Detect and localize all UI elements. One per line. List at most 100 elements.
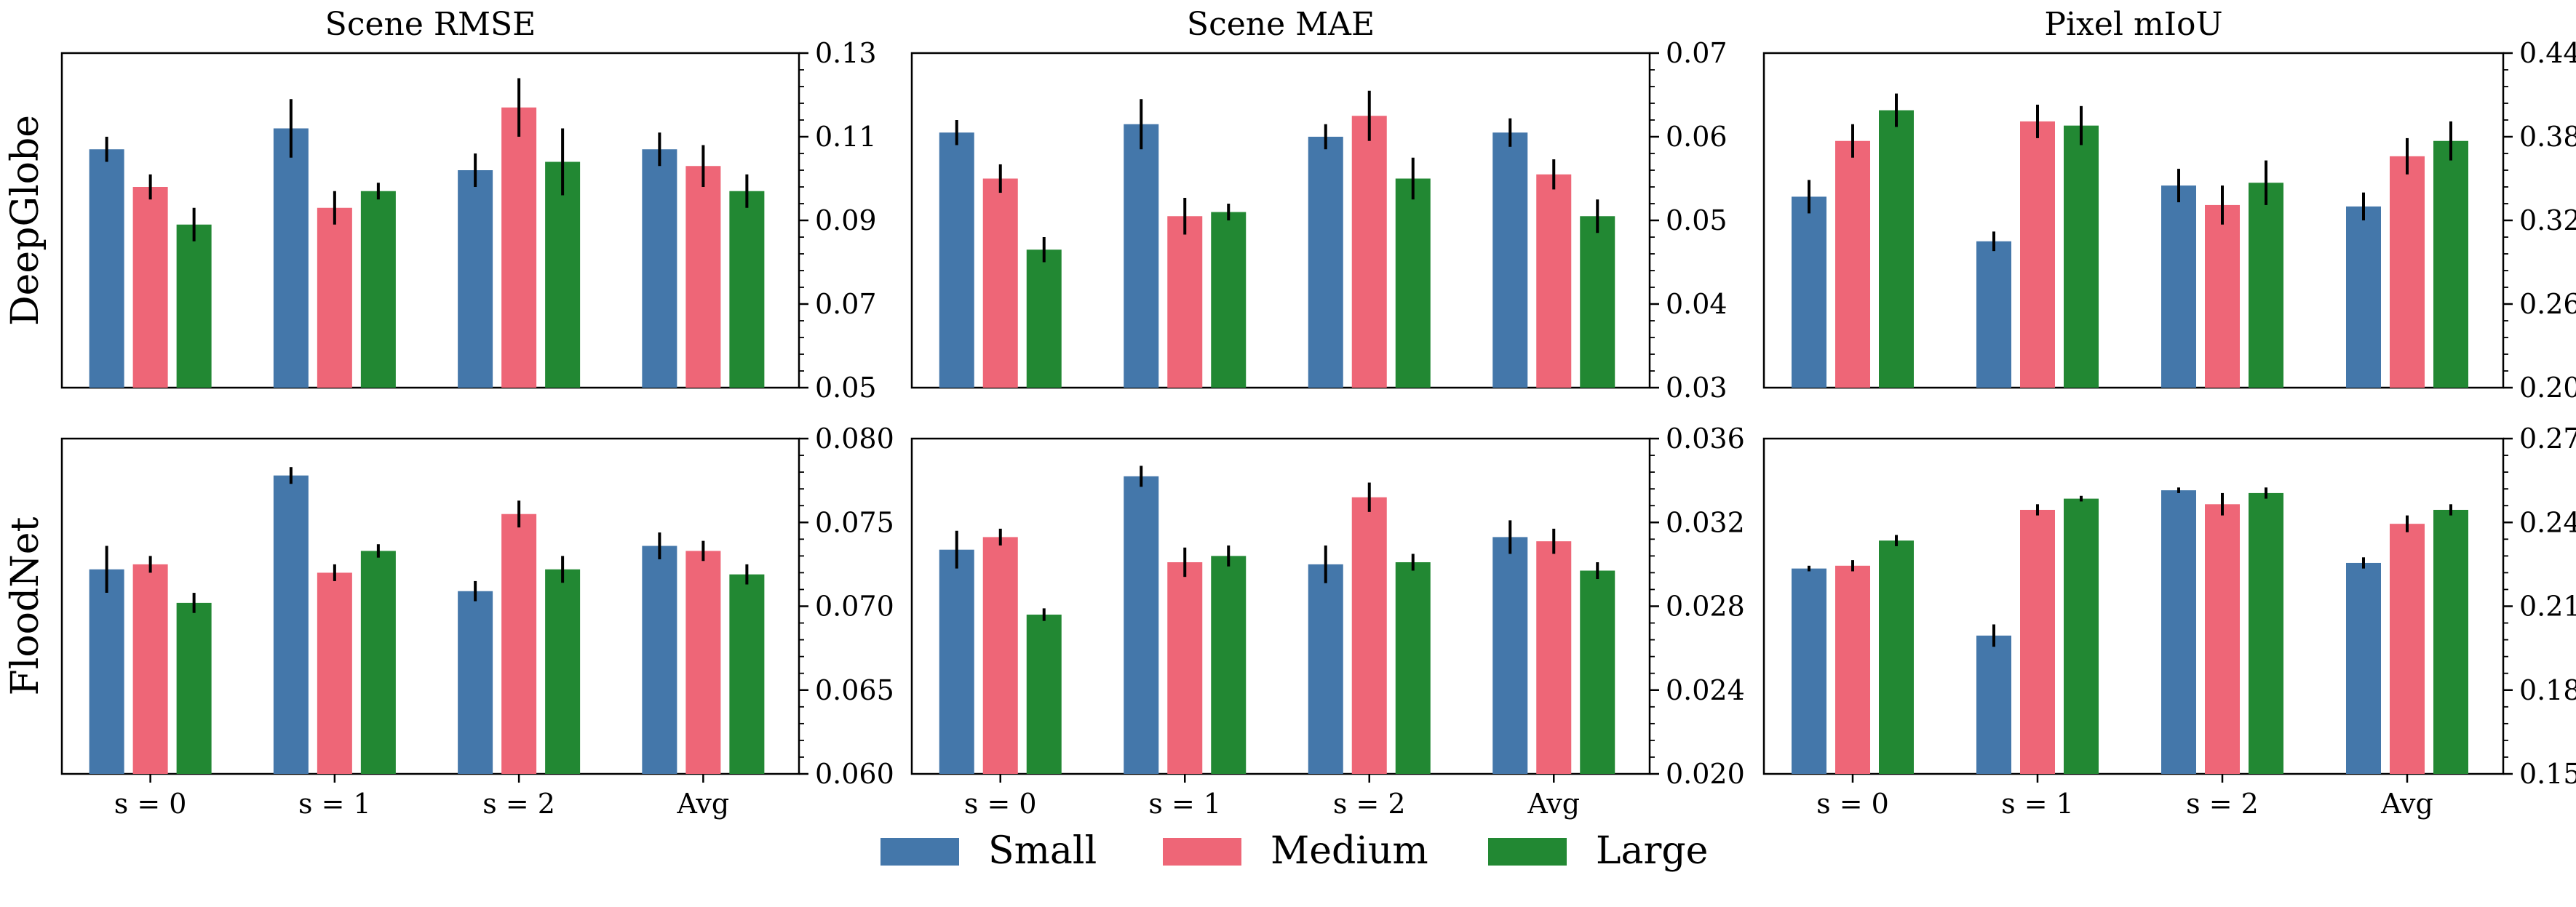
bar-floodnet-scene-mae-large-s-2 — [1395, 562, 1431, 774]
y-tick-label-floodnet-scene-rmse: 0.060 — [815, 758, 894, 790]
legend-swatch-large — [1488, 838, 1567, 866]
x-tick-label-floodnet-pixel-miou: Avg — [2380, 788, 2433, 820]
bar-floodnet-pixel-miou-large-s-0 — [1879, 540, 1914, 774]
y-tick-label-floodnet-scene-rmse: 0.070 — [815, 591, 894, 623]
y-tick-label-floodnet-scene-rmse: 0.080 — [815, 423, 894, 455]
y-tick-label-floodnet-scene-mae: 0.024 — [1666, 674, 1745, 706]
bar-deepglobe-scene-rmse-medium-s-2 — [501, 107, 537, 388]
bar-deepglobe-pixel-miou-medium-s-2 — [2205, 204, 2240, 388]
bar-floodnet-pixel-miou-medium-avg — [2390, 524, 2425, 774]
bar-deepglobe-pixel-miou-medium-avg — [2390, 156, 2425, 388]
bar-deepglobe-scene-mae-large-s-2 — [1395, 178, 1431, 388]
y-tick-label-deepglobe-scene-rmse: 0.07 — [815, 288, 877, 320]
bar-deepglobe-scene-mae-large-avg — [1580, 216, 1615, 388]
bar-floodnet-scene-mae-small-s-2 — [1308, 564, 1343, 774]
bar-floodnet-pixel-miou-medium-s-0 — [1835, 565, 1870, 774]
y-tick-label-deepglobe-scene-rmse: 0.05 — [815, 372, 877, 404]
y-tick-label-floodnet-pixel-miou: 0.21 — [2519, 591, 2576, 623]
bar-floodnet-scene-mae-medium-s-1 — [1167, 562, 1203, 774]
y-tick-label-deepglobe-scene-mae: 0.04 — [1666, 288, 1728, 320]
bar-floodnet-pixel-miou-small-s-2 — [2161, 490, 2196, 774]
bar-deepglobe-pixel-miou-medium-s-1 — [2020, 121, 2055, 388]
bar-deepglobe-pixel-miou-small-s-1 — [1976, 241, 2011, 388]
bar-deepglobe-scene-rmse-medium-s-1 — [317, 207, 352, 388]
panel-deepglobe-scene-mae: 0.03 0.04 0.05 0.06 0.07 Scene MAE — [910, 6, 1728, 404]
bar-deepglobe-scene-rmse-small-s-1 — [273, 128, 309, 388]
panel-floodnet-scene-rmse: 0.060 0.065 0.070 0.075 0.080 s = 0 s = 1 s = 2… — [4, 423, 894, 820]
bar-floodnet-scene-mae-large-avg — [1580, 570, 1615, 774]
bar-deepglobe-pixel-miou-small-s-2 — [2161, 185, 2196, 388]
legend-label-medium: Medium — [1271, 829, 1428, 873]
bar-floodnet-scene-mae-medium-avg — [1536, 541, 1572, 774]
x-tick-label-floodnet-scene-rmse: s = 1 — [298, 788, 371, 820]
y-tick-label-floodnet-pixel-miou: 0.27 — [2519, 423, 2576, 455]
bar-deepglobe-pixel-miou-large-s-1 — [2064, 125, 2099, 388]
x-tick-label-floodnet-scene-rmse: Avg — [677, 788, 730, 820]
y-tick-label-deepglobe-scene-mae: 0.06 — [1666, 121, 1728, 153]
y-tick-label-deepglobe-scene-mae: 0.03 — [1666, 372, 1728, 404]
bar-floodnet-scene-rmse-small-avg — [642, 546, 677, 774]
bar-floodnet-scene-rmse-large-s-2 — [545, 569, 581, 774]
y-tick-label-deepglobe-scene-mae: 0.05 — [1666, 204, 1728, 236]
bar-deepglobe-pixel-miou-small-avg — [2346, 206, 2381, 388]
legend-label-small: Small — [988, 829, 1097, 873]
bar-floodnet-pixel-miou-medium-s-1 — [2020, 509, 2055, 774]
bar-deepglobe-scene-mae-large-s-1 — [1211, 212, 1247, 388]
bar-floodnet-scene-rmse-medium-avg — [685, 551, 721, 774]
y-tick-label-floodnet-pixel-miou: 0.15 — [2519, 758, 2576, 790]
x-tick-label-floodnet-scene-rmse: s = 0 — [114, 788, 187, 820]
y-tick-label-floodnet-pixel-miou: 0.18 — [2519, 674, 2576, 706]
y-tick-label-deepglobe-scene-rmse: 0.13 — [815, 37, 877, 69]
bar-deepglobe-scene-mae-small-avg — [1492, 132, 1528, 388]
bar-deepglobe-scene-mae-small-s-0 — [939, 132, 974, 388]
bar-floodnet-pixel-miou-large-s-2 — [2249, 492, 2283, 774]
bar-floodnet-pixel-miou-small-s-1 — [1976, 635, 2011, 774]
legend-item-large: Large — [1488, 829, 1708, 873]
y-tick-label-deepglobe-pixel-miou: 0.26 — [2519, 288, 2576, 320]
y-tick-label-deepglobe-pixel-miou: 0.32 — [2519, 204, 2576, 236]
legend: Small Medium Large — [880, 829, 1708, 873]
bar-deepglobe-scene-mae-medium-avg — [1536, 174, 1572, 388]
bar-floodnet-scene-rmse-large-avg — [729, 574, 765, 774]
legend-swatch-small — [880, 838, 959, 866]
bar-deepglobe-scene-mae-medium-s-2 — [1351, 116, 1387, 388]
bar-floodnet-scene-mae-small-s-0 — [939, 549, 974, 774]
legend-item-small: Small — [880, 829, 1097, 873]
bar-floodnet-scene-rmse-medium-s-0 — [132, 564, 168, 774]
x-tick-label-floodnet-scene-mae: s = 1 — [1148, 788, 1221, 820]
y-tick-label-floodnet-pixel-miou: 0.24 — [2519, 506, 2576, 538]
bar-deepglobe-scene-rmse-small-s-0 — [89, 149, 124, 388]
column-title-scene-rmse: Scene RMSE — [325, 6, 536, 43]
bar-deepglobe-scene-mae-medium-s-1 — [1167, 216, 1203, 388]
y-tick-label-floodnet-scene-mae: 0.032 — [1666, 506, 1745, 538]
y-tick-label-floodnet-scene-mae: 0.028 — [1666, 591, 1745, 623]
bar-deepglobe-pixel-miou-large-s-0 — [1879, 110, 1914, 388]
bar-floodnet-scene-mae-medium-s-0 — [982, 537, 1018, 774]
bar-floodnet-scene-mae-large-s-1 — [1211, 556, 1247, 774]
bar-floodnet-scene-mae-medium-s-2 — [1351, 497, 1387, 774]
y-tick-label-deepglobe-pixel-miou: 0.38 — [2519, 121, 2576, 153]
column-title-scene-mae: Scene MAE — [1187, 6, 1375, 43]
panel-floodnet-pixel-miou: 0.15 0.18 0.21 0.24 0.27 s = 0 s = 1 s = 2 Avg — [1762, 423, 2576, 820]
bar-deepglobe-pixel-miou-large-s-2 — [2249, 183, 2283, 388]
panel-floodnet-scene-mae: 0.020 0.024 0.028 0.032 0.036 s = 0 s = 1 s = 2… — [910, 423, 1745, 820]
bar-floodnet-scene-mae-small-avg — [1492, 537, 1528, 774]
bar-deepglobe-scene-mae-medium-s-0 — [982, 178, 1018, 388]
y-tick-label-deepglobe-scene-rmse: 0.09 — [815, 204, 877, 236]
bar-floodnet-scene-rmse-medium-s-2 — [501, 514, 537, 774]
bar-floodnet-scene-rmse-large-s-1 — [360, 551, 396, 774]
panel-deepglobe-pixel-miou: 0.20 0.26 0.32 0.38 0.44 Pixel mIoU — [1762, 6, 2576, 404]
bar-floodnet-scene-rmse-small-s-1 — [273, 475, 309, 774]
bar-deepglobe-scene-rmse-small-s-2 — [458, 170, 493, 388]
bar-deepglobe-scene-mae-large-s-0 — [1026, 249, 1062, 388]
bar-deepglobe-pixel-miou-large-avg — [2433, 140, 2468, 388]
y-tick-label-deepglobe-pixel-miou: 0.44 — [2519, 37, 2576, 69]
bar-deepglobe-scene-rmse-large-avg — [729, 191, 765, 388]
bar-deepglobe-scene-rmse-large-s-0 — [176, 224, 212, 388]
legend-swatch-medium — [1163, 838, 1241, 866]
x-tick-label-floodnet-pixel-miou: s = 0 — [1816, 788, 1889, 820]
y-tick-label-floodnet-scene-mae: 0.020 — [1666, 758, 1745, 790]
legend-item-medium: Medium — [1163, 829, 1428, 873]
panel-deepglobe-scene-rmse: 0.05 0.07 0.09 0.11 0.13 Scene RMSE DeepGlobe — [4, 6, 877, 404]
